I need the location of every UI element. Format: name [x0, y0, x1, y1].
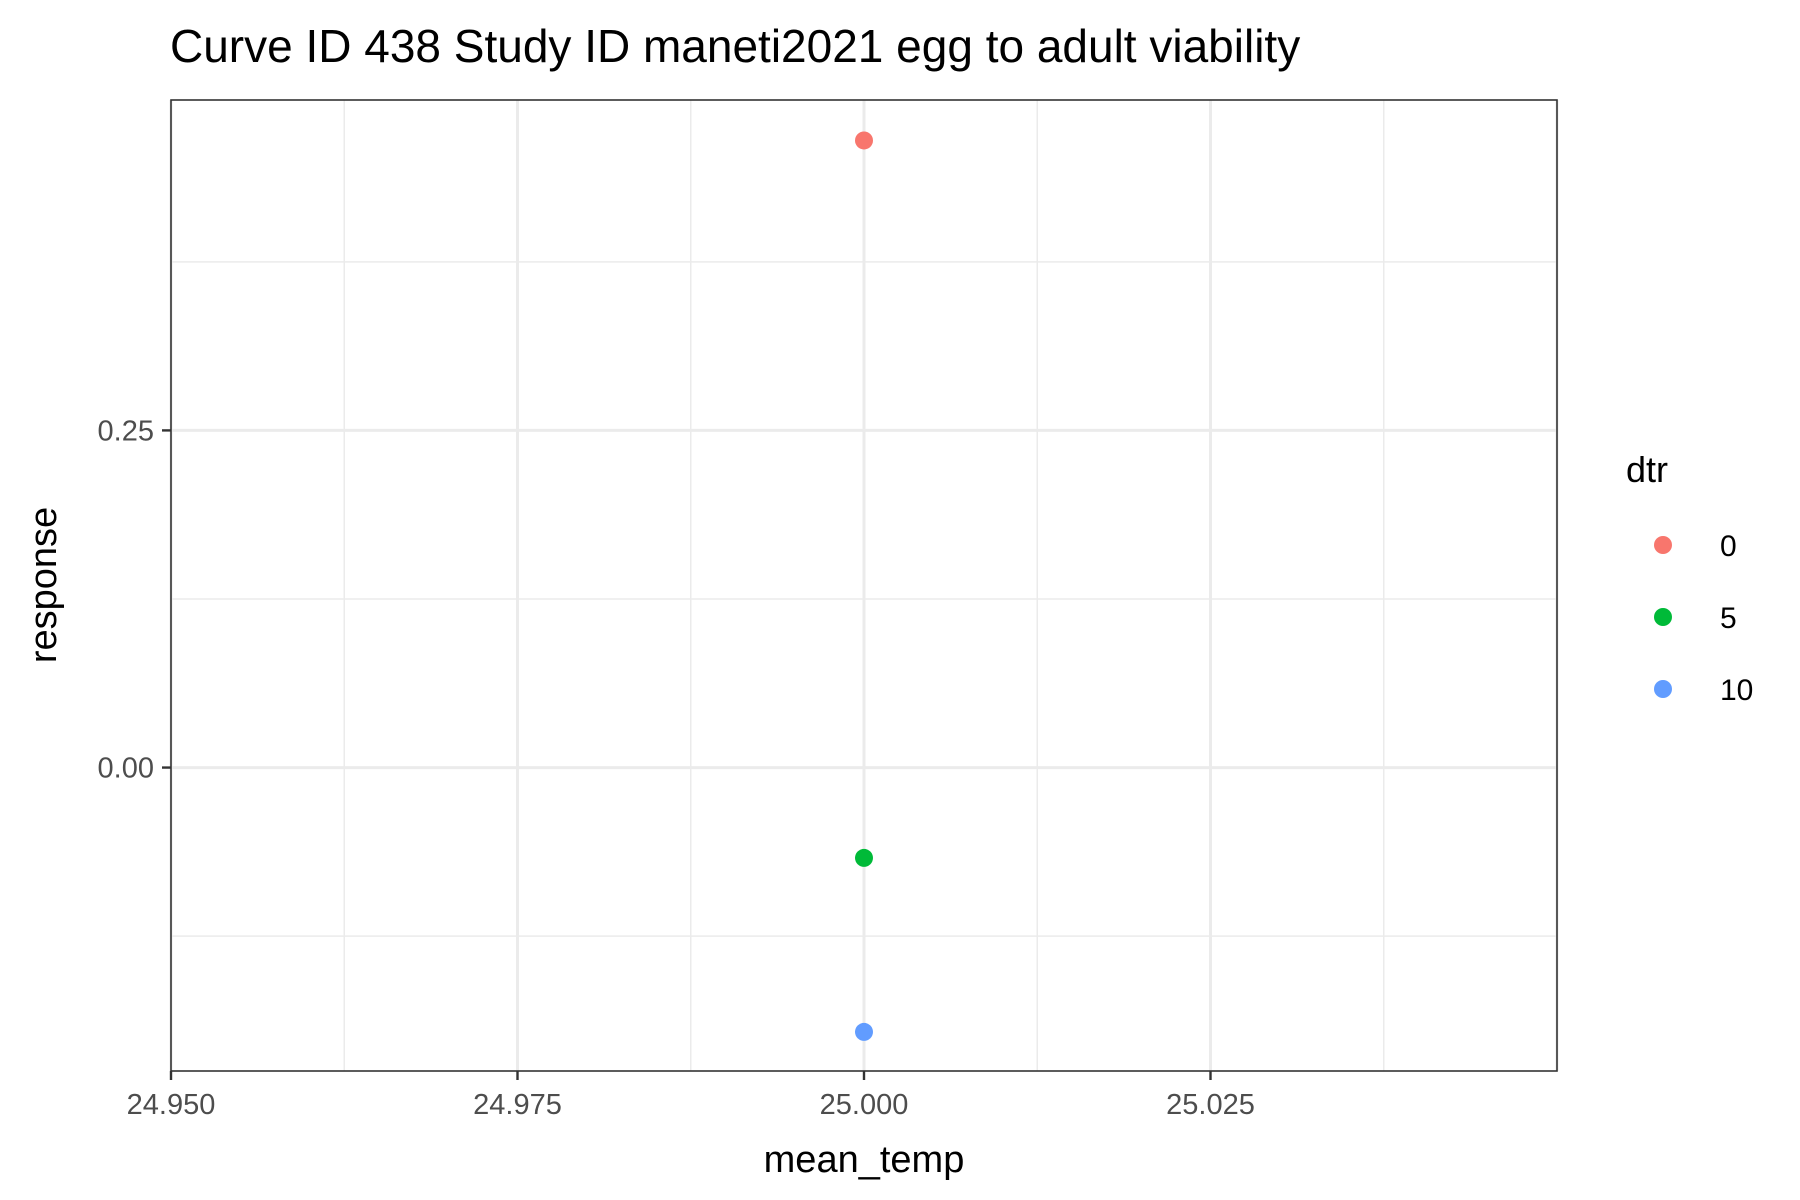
y-axis-title: response — [23, 507, 65, 663]
legend-key-dtr-10 — [1654, 680, 1672, 698]
legend: dtr 0 5 10 — [1626, 449, 1753, 707]
y-tick-label: 0.25 — [98, 415, 154, 447]
legend-label-dtr-5: 5 — [1720, 602, 1737, 635]
x-tick-label: 25.000 — [820, 1089, 909, 1121]
data-points — [855, 131, 873, 1041]
legend-title: dtr — [1626, 449, 1668, 490]
data-point-dtr-5 — [855, 848, 873, 867]
x-axis-title: mean_temp — [764, 1139, 965, 1181]
data-point-dtr-0 — [855, 131, 873, 150]
y-tick-label: 0.00 — [98, 753, 154, 785]
legend-key-dtr-0 — [1654, 536, 1672, 554]
x-tick-label: 25.025 — [1166, 1089, 1255, 1121]
y-axis: 0.00 0.25 — [98, 415, 171, 785]
x-axis: 24.950 24.975 25.000 25.025 — [127, 1071, 1255, 1121]
x-tick-label: 24.950 — [127, 1089, 216, 1121]
legend-label-dtr-0: 0 — [1720, 530, 1737, 563]
x-tick-label: 24.975 — [473, 1089, 562, 1121]
chart-title: Curve ID 438 Study ID maneti2021 egg to … — [170, 20, 1300, 72]
legend-key-dtr-5 — [1654, 608, 1672, 626]
data-point-dtr-10 — [855, 1022, 873, 1041]
grid-lines — [169, 100, 1559, 1071]
legend-label-dtr-10: 10 — [1720, 674, 1753, 707]
